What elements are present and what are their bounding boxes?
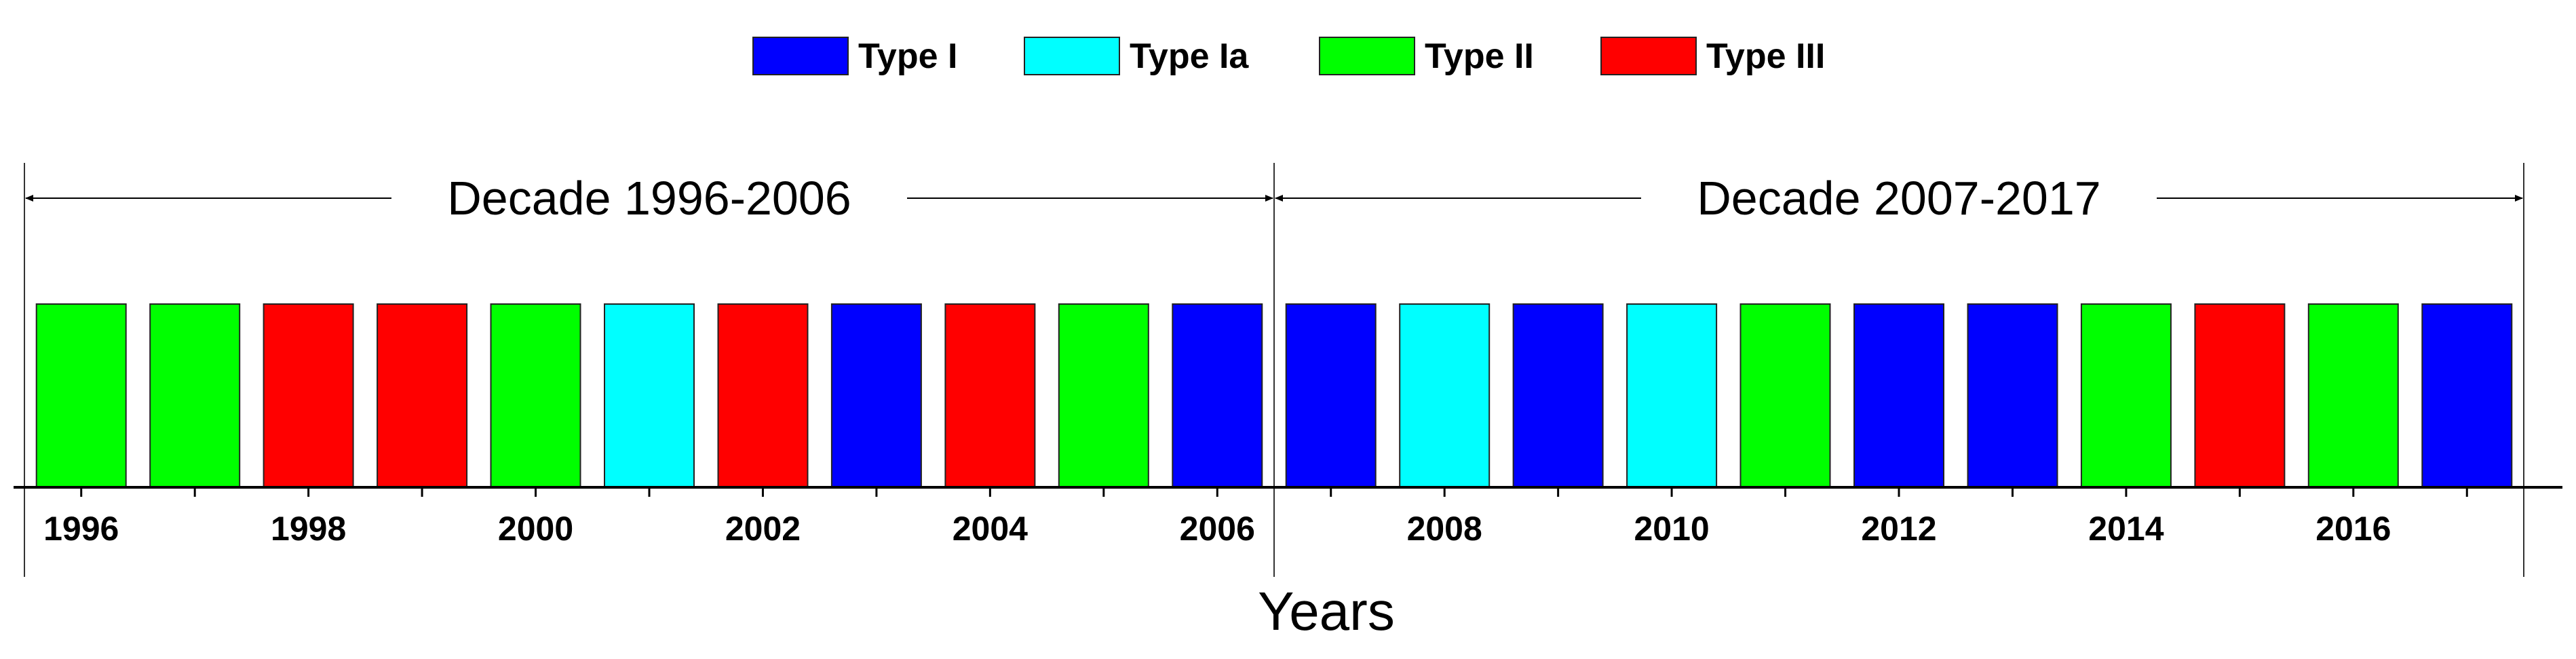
bar-2003: [830, 303, 922, 488]
x-tick-label: 2000: [498, 510, 573, 548]
decade-annotations: Decade 1996-2006 Decade 2007-2017: [24, 163, 2524, 577]
bar-2002: [717, 303, 809, 488]
x-axis-label: Years: [1258, 581, 1395, 641]
legend-label: Type I: [858, 37, 957, 76]
decade-label: Decade 1996-2006: [447, 172, 851, 225]
legend-label: Type Ia: [1130, 37, 1249, 76]
legend-swatch: [1024, 37, 1120, 75]
x-axis-ticks: 1996 1998 2000 2002 2004 2006 2008 2010 2012 2014…: [43, 487, 2468, 548]
bar-2017: [2421, 303, 2513, 488]
bar-1996: [35, 303, 127, 488]
legend-label: Type III: [1706, 37, 1825, 76]
x-tick-label: 2016: [2315, 510, 2391, 548]
legend: Type I Type Ia Type II Type III: [752, 37, 1825, 76]
bar-2016: [2307, 303, 2399, 488]
bar-2009: [1512, 303, 1604, 488]
bar-2004: [944, 303, 1036, 488]
x-tick-label: 2014: [2088, 510, 2164, 548]
bar-2010: [1626, 303, 1718, 488]
legend-swatch: [1319, 37, 1415, 75]
x-tick-label: 1998: [271, 510, 346, 548]
x-tick-label: 2002: [725, 510, 801, 548]
bar-1998: [263, 303, 354, 488]
x-tick-label: 2008: [1407, 510, 1482, 548]
bars: [35, 303, 2513, 488]
bar-2000: [490, 303, 581, 488]
bar-2006: [1172, 303, 1263, 488]
legend-label: Type II: [1425, 37, 1534, 76]
x-tick-label: 2010: [1634, 510, 1709, 548]
decade-label: Decade 2007-2017: [1697, 172, 2100, 225]
bar-2011: [1739, 303, 1831, 488]
bar-2008: [1399, 303, 1491, 488]
bar-1999: [377, 303, 468, 488]
legend-swatch: [752, 37, 849, 75]
x-tick-label: 2006: [1180, 510, 1255, 548]
legend-swatch: [1600, 37, 1697, 75]
bar-2007: [1285, 303, 1377, 488]
x-tick-label: 2004: [953, 510, 1028, 548]
bar-2012: [1853, 303, 1944, 488]
bar-2005: [1058, 303, 1149, 488]
bar-2013: [1967, 303, 2058, 488]
x-tick-label: 2012: [1861, 510, 1936, 548]
bar-2014: [2080, 303, 2172, 488]
x-tick-label: 1996: [43, 510, 119, 548]
bar-2015: [2194, 303, 2286, 488]
bar-2001: [604, 303, 695, 488]
bar-1997: [149, 303, 241, 488]
